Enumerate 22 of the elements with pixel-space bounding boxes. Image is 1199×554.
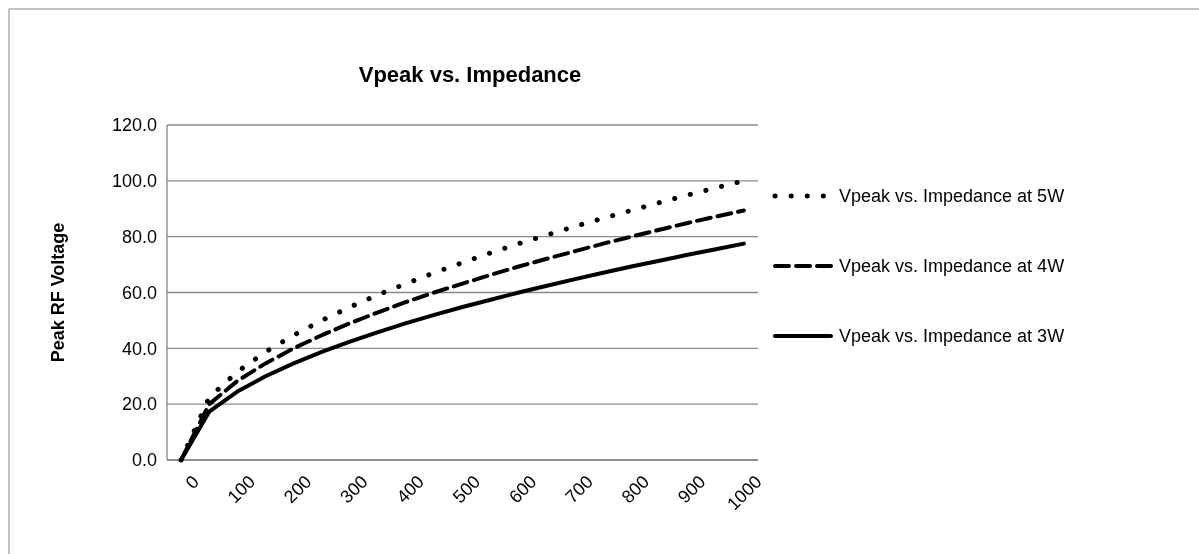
y-tick-label: 40.0 xyxy=(121,338,157,359)
chart-title: Vpeak vs. Impedance xyxy=(358,62,582,87)
x-tick-label: 600 xyxy=(505,471,541,507)
legend-label: Vpeak vs. Impedance at 3W xyxy=(839,326,1065,347)
legend-label: Vpeak vs. Impedance at 5W xyxy=(839,186,1065,207)
y-tick-label: 20.0 xyxy=(121,394,157,415)
x-tick-label: 200 xyxy=(279,471,316,507)
y-axis-title: Peak RF Voltage xyxy=(48,222,68,363)
x-tick-label: 0 xyxy=(181,471,203,493)
y-tick-label: 0.0 xyxy=(131,450,157,471)
y-tick-label: 60.0 xyxy=(121,282,157,303)
y-tick-label: 100.0 xyxy=(111,171,157,192)
x-tick-label: 500 xyxy=(448,471,485,507)
x-tick-label: 400 xyxy=(392,471,428,507)
y-tick-label: 120.0 xyxy=(111,115,157,136)
y-tick-label: 80.0 xyxy=(121,226,157,247)
x-tick-label: 900 xyxy=(673,471,710,507)
x-tick-label: 100 xyxy=(223,471,260,507)
legend-label: Vpeak vs. Impedance at 4W xyxy=(839,256,1065,277)
x-tick-label: 300 xyxy=(336,471,372,507)
x-tick-label: 800 xyxy=(617,471,654,507)
x-tick-label: 700 xyxy=(561,471,597,507)
